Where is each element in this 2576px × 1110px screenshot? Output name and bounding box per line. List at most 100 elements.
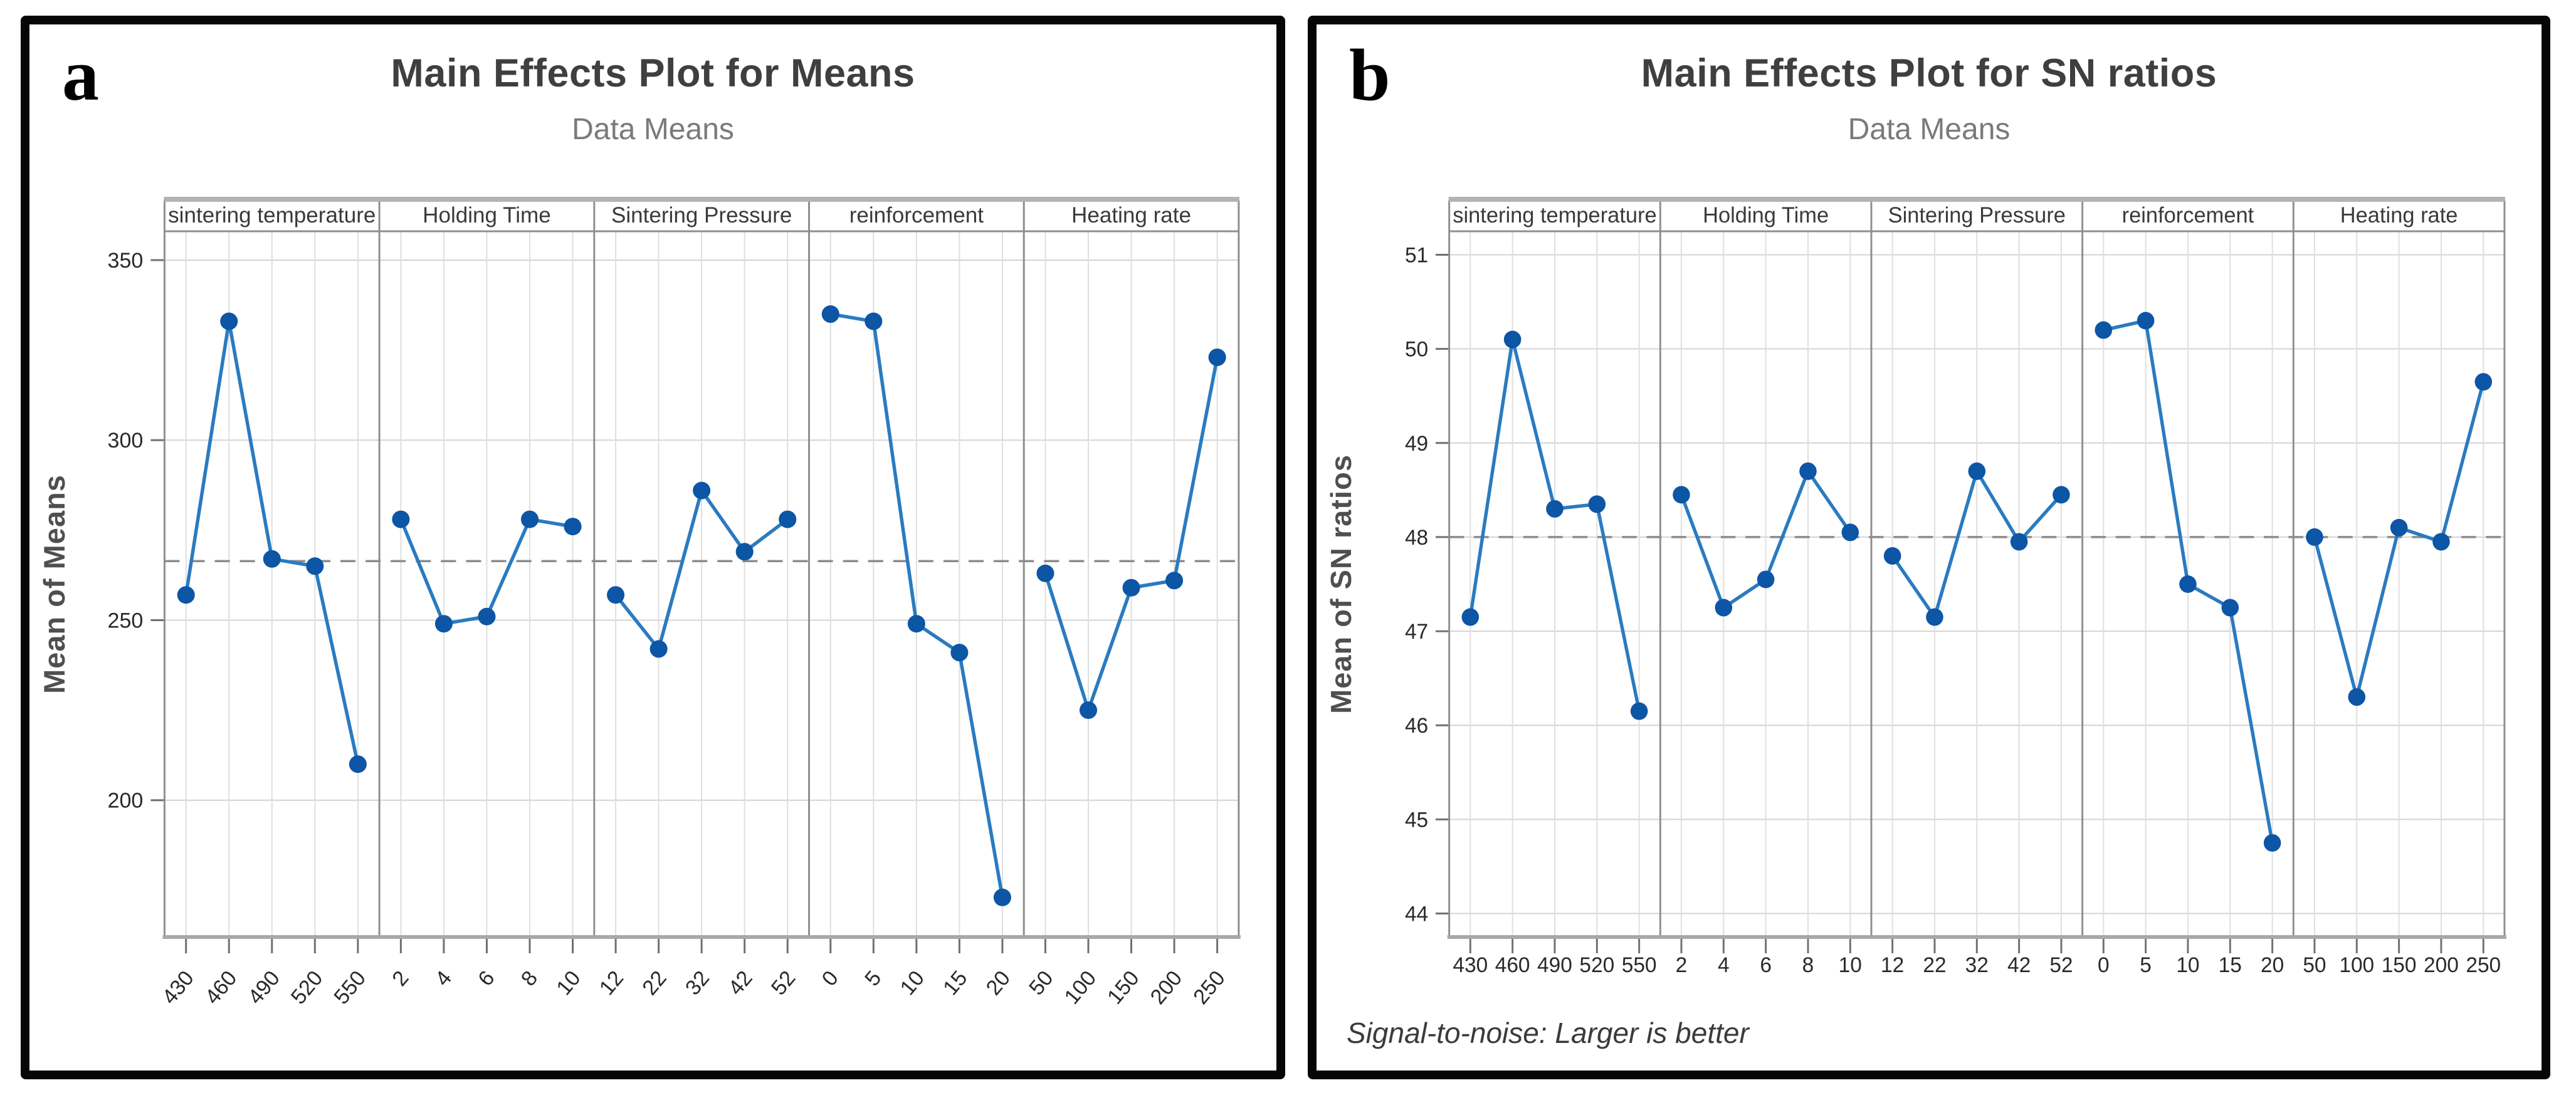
y-tick-label: 47 [1405,620,1428,644]
x-tick-label: 460 [201,966,242,1009]
data-point [1715,599,1733,617]
x-tick-label: 2 [1676,953,1688,977]
x-tick-label: 6 [1760,953,1772,977]
y-tick-label: 44 [1405,902,1428,926]
panel-header-label: sintering temperature [168,203,376,228]
footer-note-b: Signal-to-noise: Larger is better [1347,1017,1749,1049]
data-point [821,305,839,323]
y-tick-label: 46 [1405,714,1428,738]
x-tick-label: 490 [1537,953,1572,977]
header-top-strip [1448,197,2505,202]
x-tick-label: 50 [2303,953,2326,977]
y-axis-label-a: Mean of Means [38,474,71,694]
x-tick-label: 150 [2382,953,2417,977]
data-point [1208,348,1226,367]
x-tick-label: 20 [982,966,1015,1000]
x-tick-label: 4 [431,966,456,991]
figure-panel-a: a Main Effects Plot for Means Data Means… [21,16,1285,1079]
y-tick-label: 200 [108,789,144,813]
data-point [1165,572,1184,590]
panel-header-label: Heating rate [1071,203,1191,228]
y-tick-label: 250 [108,609,144,632]
data-point [1968,462,1986,480]
x-tick-label: 32 [681,966,714,1000]
data-point [1926,608,1943,626]
panel-label-a: a [62,34,99,116]
x-tick-label: 12 [595,966,628,1000]
x-tick-label: 520 [1579,953,1614,977]
data-point [1883,547,1901,565]
x-tick-label: 42 [2007,953,2031,977]
y-tick-label: 48 [1405,526,1428,550]
y-tick-label: 49 [1405,432,1428,456]
data-point [1036,564,1054,582]
x-tick-label: 50 [1024,966,1058,1000]
panel-header-label: reinforcement [2122,204,2254,228]
x-tick-label: 22 [1923,953,1946,977]
data-point [1546,500,1564,518]
x-tick-label: 15 [2219,953,2242,977]
x-tick-label: 52 [767,966,800,1000]
x-tick-label: 10 [552,966,585,1000]
x-tick-label: 6 [473,966,499,991]
data-point [2263,834,2281,852]
data-point [2306,528,2323,546]
data-point [1461,608,1480,626]
chart-subtitle-a: Data Means [572,113,734,146]
data-point [434,615,453,633]
data-point [2137,312,2155,330]
x-tick-label: 200 [2424,953,2459,977]
data-point [649,640,668,658]
data-point [1079,701,1098,720]
data-point [564,518,582,536]
x-tick-label: 32 [1965,953,1989,977]
chart-title-a: Main Effects Plot for Means [391,51,915,95]
x-tick-label: 430 [157,966,199,1009]
data-point [1673,486,1690,504]
data-point [520,510,539,528]
data-point [693,481,711,500]
data-point [263,550,281,568]
x-tick-label: 4 [1718,953,1730,977]
data-point [2010,533,2028,551]
x-tick-label: 5 [2140,953,2152,977]
x-tick-label: 20 [2261,953,2284,977]
x-tick-label: 10 [896,966,929,1000]
panel-header-label: sintering temperature [1453,204,1656,228]
panel-header-label: Holding Time [423,203,551,228]
data-point [1503,330,1522,348]
data-point [1588,495,1606,513]
x-tick-label: 8 [517,966,542,991]
panel-header-label: Sintering Pressure [611,203,792,228]
data-point [950,644,969,662]
data-point [907,615,925,633]
data-point [220,312,238,330]
x-tick-label: 100 [2339,953,2374,977]
x-tick-label: 5 [860,966,886,991]
y-tick-label: 300 [108,429,144,453]
data-point [2053,486,2070,504]
x-tick-label: 2 [387,966,413,991]
panel-label-b: b [1349,34,1391,116]
panel-header-label: Sintering Pressure [1888,204,2066,228]
chart-title-b: Main Effects Plot for SN ratios [1641,51,2217,95]
panel-header-label: Heating rate [2340,204,2458,228]
x-tick-label: 0 [2098,953,2110,977]
y-tick-label: 51 [1405,243,1428,267]
x-tick-label: 100 [1059,966,1101,1009]
x-tick-label: 8 [1802,953,1814,977]
data-point [2474,373,2493,391]
y-axis-label-b: Mean of SN ratios [1325,454,1357,714]
x-tick-label: 10 [1839,953,1862,977]
y-tick-label: 50 [1405,337,1428,361]
x-tick-label: 250 [2466,953,2501,977]
y-tick-label: 45 [1405,808,1428,832]
header-top-strip [164,197,1239,202]
x-tick-label: 460 [1495,953,1530,977]
x-tick-label: 490 [243,966,285,1009]
x-tick-label: 550 [1622,953,1657,977]
data-point [779,510,797,528]
